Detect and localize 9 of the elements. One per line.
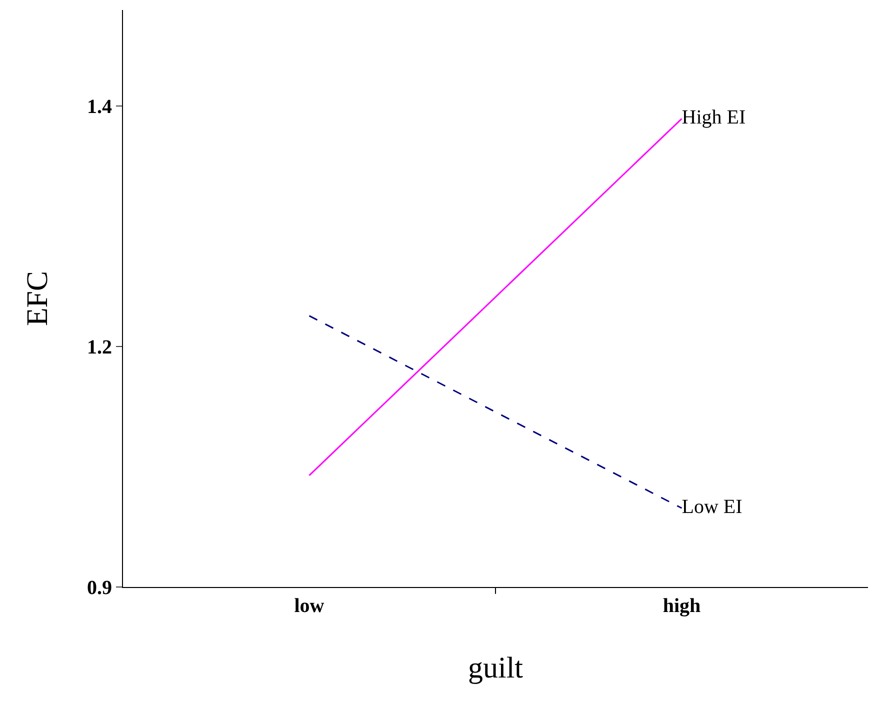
y-axis-title: EFC <box>21 270 54 326</box>
x-tick-label: low <box>294 595 325 617</box>
x-tick-label: high <box>662 595 701 617</box>
y-tick-label: 0.9 <box>87 577 112 599</box>
y-tick-label: 1.4 <box>87 96 112 118</box>
y-tick-label: 1.2 <box>87 336 112 359</box>
series-label: High EI <box>682 106 746 129</box>
series-label: Low EI <box>682 496 742 518</box>
x-axis-title: guilt <box>468 652 524 684</box>
